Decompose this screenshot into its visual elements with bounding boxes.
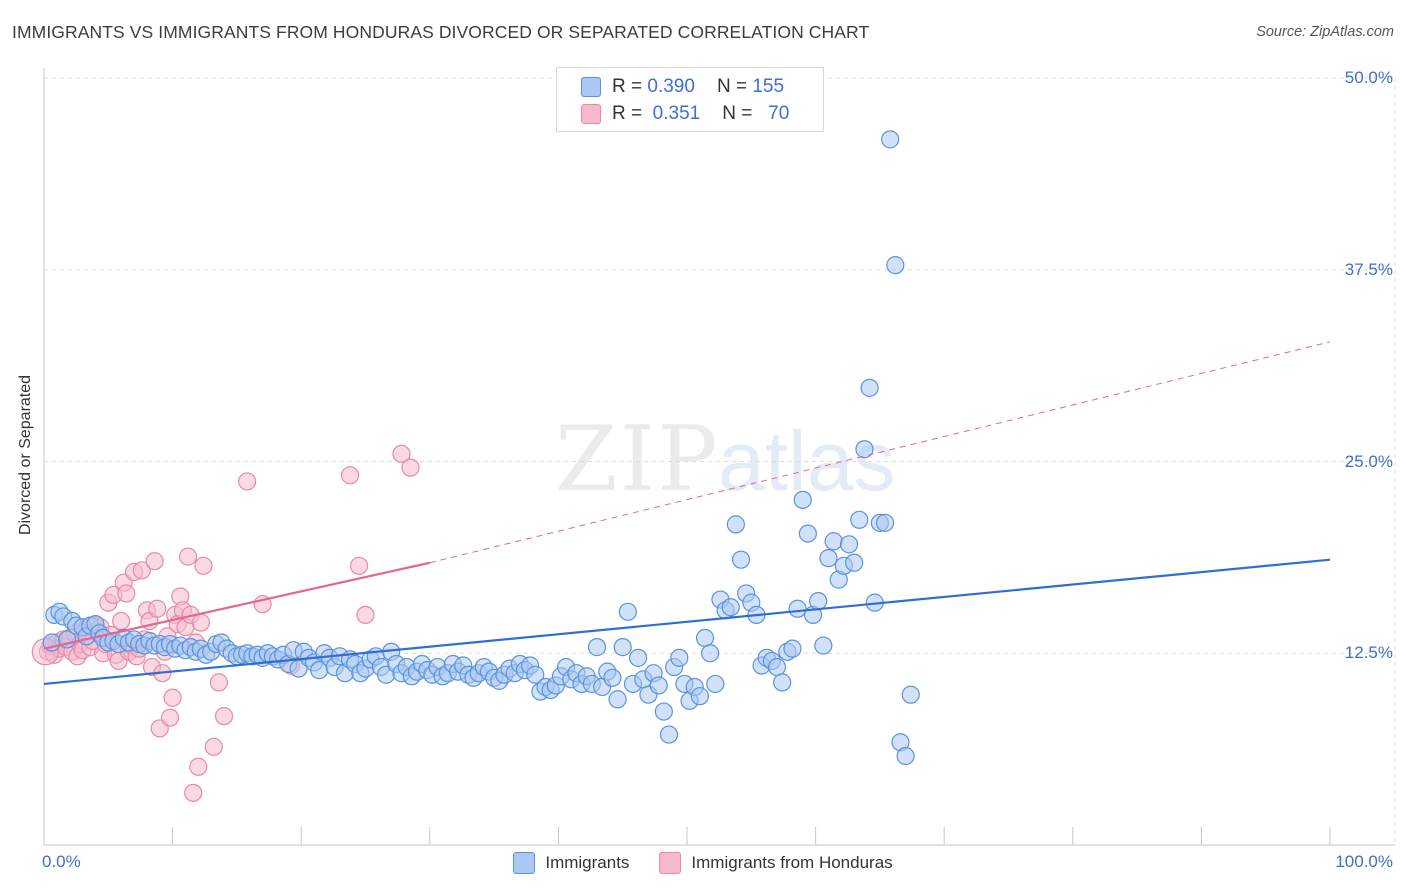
immigrants-point bbox=[881, 130, 900, 149]
immigrants-point bbox=[526, 665, 545, 684]
series-legend: Immigrants Immigrants from Honduras bbox=[0, 852, 1406, 874]
y-tick-label: 25.0% bbox=[1344, 451, 1393, 471]
immigrants-point bbox=[798, 524, 817, 543]
immigrants-point bbox=[819, 549, 838, 568]
immigrants-point bbox=[809, 591, 828, 611]
immigrants-point bbox=[603, 668, 622, 687]
immigrants-point bbox=[824, 532, 843, 551]
honduras-point bbox=[160, 708, 180, 727]
immigrants-point bbox=[587, 638, 607, 657]
watermark: ZIP atlas bbox=[555, 407, 895, 512]
legend-label: Immigrants bbox=[545, 853, 630, 872]
honduras-point bbox=[148, 599, 167, 618]
x-tick-label-max: 100.0% bbox=[1335, 852, 1393, 871]
legend-row-honduras: R = 0.351 N = 70 bbox=[581, 101, 789, 127]
immigrants-point bbox=[731, 550, 751, 569]
immigrants-point bbox=[845, 553, 864, 572]
immigrants-point bbox=[875, 513, 895, 532]
honduras-point bbox=[340, 466, 360, 485]
legend-item-honduras: Immigrants from Honduras bbox=[659, 852, 893, 874]
honduras-point bbox=[209, 673, 228, 692]
honduras-point bbox=[132, 561, 151, 580]
immigrants-point bbox=[613, 638, 632, 657]
honduras-point bbox=[184, 783, 203, 802]
y-tick-label: 37.5% bbox=[1344, 259, 1393, 279]
trend-lines bbox=[43, 341, 1331, 686]
honduras-point bbox=[392, 444, 411, 463]
immigrants-point bbox=[659, 725, 679, 744]
legend-label: Immigrants from Honduras bbox=[691, 853, 893, 872]
watermark-zip: ZIP bbox=[555, 407, 720, 512]
immigrants-point bbox=[690, 687, 709, 706]
immigrants-point bbox=[649, 676, 668, 695]
immigrants-point bbox=[695, 628, 715, 648]
axes bbox=[43, 68, 1395, 846]
immigrants-trend-line bbox=[43, 558, 1331, 686]
legend-r-label: R = bbox=[612, 103, 643, 124]
gridlines bbox=[44, 77, 1396, 845]
immigrants-point bbox=[706, 674, 725, 694]
immigrants-point bbox=[654, 702, 673, 721]
honduras-point bbox=[178, 547, 198, 566]
legend-swatch-blue bbox=[513, 852, 536, 874]
honduras-point bbox=[401, 458, 420, 477]
immigrants-point bbox=[670, 648, 689, 667]
honduras-point bbox=[117, 584, 136, 603]
honduras-point bbox=[214, 707, 234, 726]
immigrants-point bbox=[839, 535, 859, 554]
immigrants-point bbox=[618, 602, 637, 621]
immigrants-point bbox=[901, 685, 920, 704]
immigrants-point bbox=[793, 490, 812, 509]
correlation-legend: R = 0.390 N = 155 R = 0.351 N = 70 bbox=[556, 67, 824, 132]
source-label: Source: ZipAtlas.com bbox=[1256, 24, 1394, 40]
immigrants-point bbox=[721, 598, 740, 617]
honduras-trend-extension bbox=[429, 341, 1331, 564]
honduras-point bbox=[189, 757, 208, 776]
legend-r-value: 0.390 bbox=[647, 76, 695, 97]
blue-series-points bbox=[42, 130, 920, 766]
y-tick-label: 12.5% bbox=[1344, 643, 1393, 663]
immigrants-point bbox=[788, 599, 807, 618]
honduras-point bbox=[238, 472, 257, 491]
legend-swatch-pink bbox=[581, 104, 601, 124]
immigrants-point bbox=[767, 657, 787, 677]
x-tick-label-min: 0.0% bbox=[42, 852, 81, 871]
honduras-point bbox=[194, 556, 213, 575]
immigrants-point bbox=[773, 673, 792, 692]
legend-r-label: R = bbox=[612, 76, 643, 97]
immigrants-point bbox=[783, 639, 802, 658]
immigrants-point bbox=[608, 690, 627, 709]
immigrants-point bbox=[701, 644, 720, 663]
honduras-trend-line bbox=[43, 561, 431, 650]
honduras-point bbox=[356, 605, 375, 625]
honduras-point bbox=[145, 552, 164, 571]
chart-title: IMMIGRANTS VS IMMIGRANTS FROM HONDURAS D… bbox=[12, 22, 870, 42]
honduras-point bbox=[112, 611, 131, 631]
legend-n-label: N = bbox=[716, 76, 748, 97]
legend-n-value: 70 bbox=[768, 103, 790, 124]
legend-item-immigrants: Immigrants bbox=[513, 852, 629, 874]
honduras-point bbox=[204, 737, 223, 756]
y-tick-label: 50.0% bbox=[1344, 68, 1393, 87]
immigrants-point bbox=[814, 636, 833, 655]
honduras-point bbox=[191, 613, 210, 632]
legend-n-value: 155 bbox=[752, 76, 785, 97]
immigrants-point bbox=[855, 440, 874, 459]
legend-row-immigrants: R = 0.390 N = 155 bbox=[581, 74, 784, 100]
immigrants-point bbox=[860, 378, 879, 397]
immigrants-point bbox=[886, 256, 905, 275]
immigrants-point bbox=[896, 746, 915, 766]
legend-swatch-blue bbox=[581, 77, 601, 97]
immigrants-point bbox=[629, 648, 648, 667]
legend-swatch-pink bbox=[659, 852, 682, 874]
honduras-point bbox=[349, 556, 369, 575]
legend-n-label: N = bbox=[722, 103, 753, 124]
immigrants-point bbox=[850, 510, 869, 529]
honduras-point bbox=[163, 688, 182, 707]
legend-r-value: 0.351 bbox=[652, 103, 701, 124]
immigrants-point bbox=[726, 515, 745, 534]
